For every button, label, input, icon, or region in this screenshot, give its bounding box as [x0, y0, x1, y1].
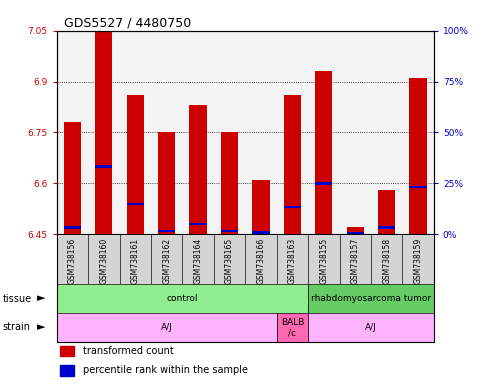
Bar — [371, 234, 402, 284]
Bar — [252, 231, 270, 234]
Text: GSM738164: GSM738164 — [194, 238, 203, 285]
Bar — [284, 95, 301, 234]
Bar — [221, 230, 238, 232]
Text: GSM738162: GSM738162 — [162, 238, 171, 285]
Bar — [88, 31, 119, 234]
Bar — [340, 31, 371, 234]
Bar — [95, 165, 112, 167]
Bar — [378, 190, 395, 234]
Text: GSM738161: GSM738161 — [131, 238, 140, 285]
Bar — [189, 223, 207, 225]
Bar — [57, 284, 308, 313]
Bar — [277, 31, 308, 234]
Bar — [221, 132, 238, 234]
Bar — [214, 234, 246, 284]
Bar — [61, 346, 73, 356]
Bar — [245, 31, 277, 234]
Bar — [308, 234, 340, 284]
Bar — [315, 71, 332, 234]
Bar — [182, 31, 214, 234]
Bar — [119, 234, 151, 284]
Text: A/J: A/J — [365, 323, 377, 332]
Text: ►: ► — [36, 293, 45, 304]
Bar — [182, 234, 214, 284]
Bar — [245, 234, 277, 284]
Bar — [371, 31, 402, 234]
Text: rhabdomyosarcoma tumor: rhabdomyosarcoma tumor — [311, 294, 431, 303]
Bar — [88, 234, 119, 284]
Bar — [315, 182, 332, 185]
Bar — [158, 230, 176, 232]
Bar — [410, 78, 427, 234]
Text: GSM738159: GSM738159 — [414, 238, 423, 285]
Bar — [277, 313, 308, 342]
Bar — [61, 365, 73, 376]
Bar — [189, 105, 207, 234]
Bar — [402, 31, 434, 234]
Text: GSM738160: GSM738160 — [99, 238, 108, 285]
Bar — [340, 234, 371, 284]
Text: BALB
/c: BALB /c — [281, 318, 304, 337]
Bar — [127, 95, 144, 234]
Text: GSM738163: GSM738163 — [288, 238, 297, 285]
Bar — [347, 232, 364, 235]
Text: GSM738165: GSM738165 — [225, 238, 234, 285]
Bar — [119, 31, 151, 234]
Bar — [284, 206, 301, 208]
Text: A/J: A/J — [161, 323, 173, 332]
Bar — [95, 31, 112, 234]
Bar — [57, 31, 88, 234]
Bar — [277, 234, 308, 284]
Text: transformed count: transformed count — [83, 346, 174, 356]
Bar — [252, 180, 270, 234]
Bar — [158, 132, 176, 234]
Text: GSM738155: GSM738155 — [319, 238, 328, 285]
Text: GSM738158: GSM738158 — [382, 238, 391, 285]
Bar — [347, 227, 364, 234]
Bar — [214, 31, 246, 234]
Text: GSM738156: GSM738156 — [68, 238, 77, 285]
Bar — [64, 226, 81, 228]
Text: ►: ► — [36, 322, 45, 333]
Bar — [151, 31, 182, 234]
Bar — [378, 226, 395, 228]
Bar — [57, 234, 88, 284]
Bar — [308, 284, 434, 313]
Bar — [402, 234, 434, 284]
Bar — [410, 185, 427, 188]
Bar — [308, 31, 340, 234]
Text: GDS5527 / 4480750: GDS5527 / 4480750 — [64, 17, 191, 30]
Text: GSM738157: GSM738157 — [351, 238, 360, 285]
Text: GSM738166: GSM738166 — [256, 238, 266, 285]
Text: control: control — [167, 294, 198, 303]
Text: tissue: tissue — [2, 293, 32, 304]
Text: strain: strain — [2, 322, 31, 333]
Bar — [151, 234, 182, 284]
Text: percentile rank within the sample: percentile rank within the sample — [83, 365, 248, 375]
Bar — [127, 202, 144, 205]
Bar — [308, 313, 434, 342]
Bar — [64, 122, 81, 234]
Bar — [57, 313, 277, 342]
